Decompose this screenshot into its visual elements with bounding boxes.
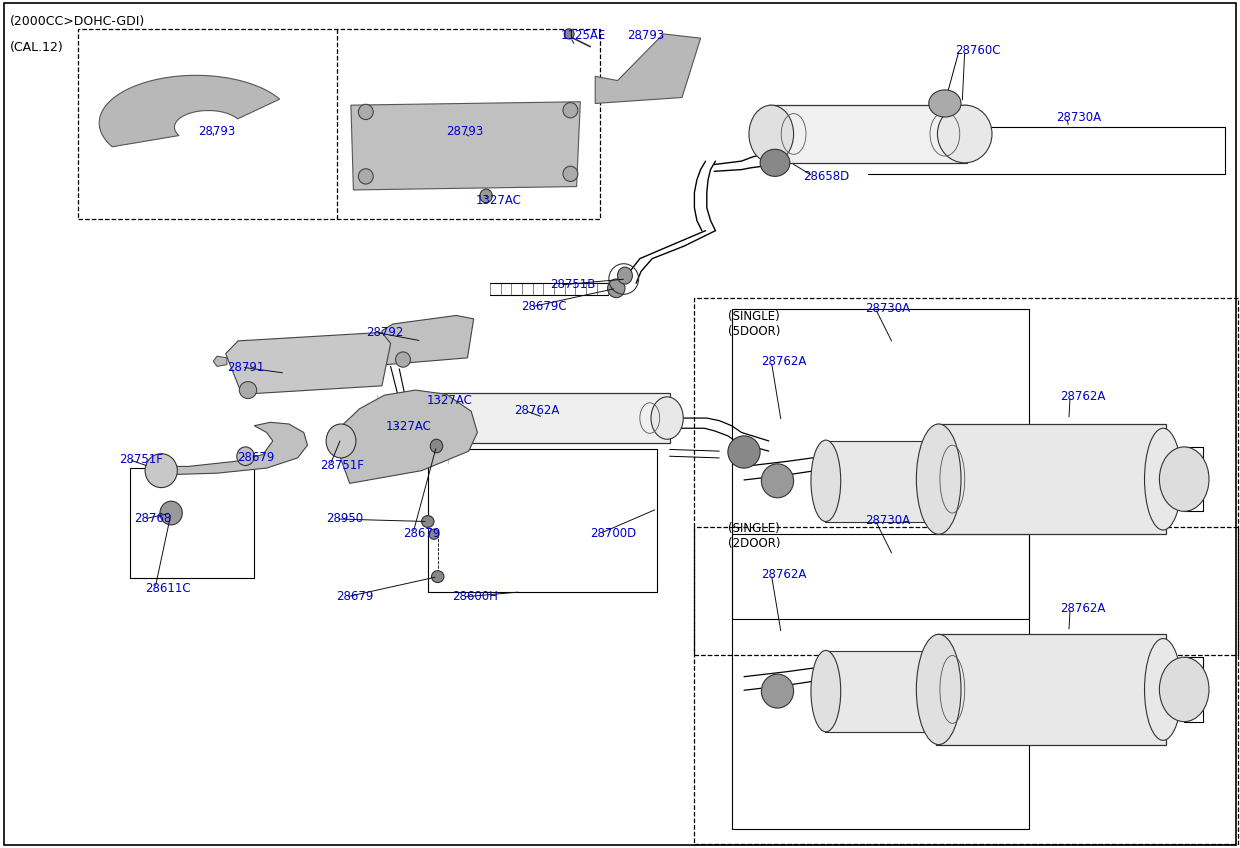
Text: 28950: 28950 bbox=[326, 512, 363, 526]
Text: (CAL.12): (CAL.12) bbox=[10, 41, 63, 53]
Ellipse shape bbox=[429, 529, 439, 539]
Text: 28760C: 28760C bbox=[955, 44, 1001, 58]
Ellipse shape bbox=[358, 169, 373, 184]
Text: 28679: 28679 bbox=[403, 527, 440, 540]
Ellipse shape bbox=[383, 393, 428, 444]
Ellipse shape bbox=[937, 105, 992, 163]
Text: 28793: 28793 bbox=[627, 29, 665, 42]
Ellipse shape bbox=[916, 424, 961, 534]
Ellipse shape bbox=[1159, 447, 1209, 511]
Bar bbox=[428, 449, 657, 592]
Ellipse shape bbox=[396, 352, 410, 367]
Bar bbox=[732, 534, 1029, 829]
Text: 28679: 28679 bbox=[237, 451, 274, 465]
Text: 28658D: 28658D bbox=[804, 170, 849, 183]
Text: 28751F: 28751F bbox=[320, 459, 363, 472]
PathPatch shape bbox=[382, 315, 474, 365]
Bar bbox=[694, 527, 1238, 844]
Text: 28762A: 28762A bbox=[761, 567, 807, 581]
Bar bbox=[825, 651, 936, 732]
Ellipse shape bbox=[237, 447, 254, 466]
Ellipse shape bbox=[1145, 639, 1182, 740]
Text: 1327AC: 1327AC bbox=[476, 193, 522, 207]
Ellipse shape bbox=[1159, 657, 1209, 722]
Text: 28793: 28793 bbox=[446, 125, 484, 138]
Ellipse shape bbox=[430, 439, 443, 453]
PathPatch shape bbox=[99, 75, 280, 147]
Text: 1327AC: 1327AC bbox=[386, 420, 432, 433]
Text: (SINGLE)
(2DOOR): (SINGLE) (2DOOR) bbox=[728, 522, 780, 550]
Text: 28751B: 28751B bbox=[551, 278, 596, 292]
Bar bbox=[936, 634, 1166, 745]
Ellipse shape bbox=[564, 29, 574, 39]
Text: 28762A: 28762A bbox=[1060, 601, 1106, 615]
Text: 28762A: 28762A bbox=[515, 404, 560, 417]
Bar bbox=[769, 105, 967, 163]
Ellipse shape bbox=[480, 189, 492, 203]
PathPatch shape bbox=[161, 422, 308, 475]
Bar bbox=[825, 441, 936, 522]
Text: 28730A: 28730A bbox=[866, 514, 910, 527]
Ellipse shape bbox=[563, 103, 578, 118]
Bar bbox=[78, 29, 600, 219]
Text: 28791: 28791 bbox=[227, 360, 264, 374]
Ellipse shape bbox=[760, 149, 790, 176]
Bar bbox=[936, 424, 1166, 534]
Ellipse shape bbox=[422, 516, 434, 527]
Ellipse shape bbox=[749, 105, 794, 163]
Text: 28700D: 28700D bbox=[590, 527, 636, 540]
Ellipse shape bbox=[761, 674, 794, 708]
Text: 28762A: 28762A bbox=[761, 354, 807, 368]
PathPatch shape bbox=[213, 356, 227, 366]
Ellipse shape bbox=[160, 501, 182, 525]
Ellipse shape bbox=[326, 424, 356, 458]
Ellipse shape bbox=[651, 397, 683, 439]
Ellipse shape bbox=[916, 634, 961, 745]
Ellipse shape bbox=[618, 267, 632, 284]
PathPatch shape bbox=[351, 102, 580, 190]
Ellipse shape bbox=[563, 166, 578, 181]
Ellipse shape bbox=[358, 104, 373, 120]
Text: 28730A: 28730A bbox=[1056, 110, 1101, 124]
Ellipse shape bbox=[929, 90, 961, 117]
PathPatch shape bbox=[226, 332, 391, 394]
Ellipse shape bbox=[145, 454, 177, 488]
Text: 28600H: 28600H bbox=[453, 590, 498, 604]
Bar bbox=[694, 298, 1238, 655]
PathPatch shape bbox=[337, 390, 477, 483]
Text: 28768: 28768 bbox=[134, 512, 171, 526]
Ellipse shape bbox=[811, 650, 841, 732]
Ellipse shape bbox=[728, 436, 760, 468]
Text: 28792: 28792 bbox=[366, 326, 403, 339]
Ellipse shape bbox=[391, 421, 403, 432]
Text: 28793: 28793 bbox=[198, 125, 236, 138]
Text: (2000CC>DOHC-GDI): (2000CC>DOHC-GDI) bbox=[10, 15, 145, 28]
Text: 1125AE: 1125AE bbox=[560, 29, 605, 42]
Ellipse shape bbox=[432, 571, 444, 583]
Bar bbox=[732, 309, 1029, 619]
Text: 28730A: 28730A bbox=[866, 302, 910, 315]
Bar bbox=[130, 468, 254, 578]
Ellipse shape bbox=[608, 279, 625, 298]
Ellipse shape bbox=[811, 440, 841, 522]
Ellipse shape bbox=[761, 464, 794, 498]
Text: 28611C: 28611C bbox=[145, 582, 191, 595]
Ellipse shape bbox=[433, 394, 445, 406]
Ellipse shape bbox=[1145, 428, 1182, 530]
Text: 28679C: 28679C bbox=[521, 300, 567, 314]
Text: (SINGLE)
(5DOOR): (SINGLE) (5DOOR) bbox=[728, 310, 780, 338]
Text: 1327AC: 1327AC bbox=[427, 393, 472, 407]
Ellipse shape bbox=[239, 382, 257, 399]
Text: 28751F: 28751F bbox=[119, 453, 162, 466]
Text: 28762A: 28762A bbox=[1060, 389, 1106, 403]
PathPatch shape bbox=[595, 34, 701, 103]
Text: 28679: 28679 bbox=[336, 590, 373, 604]
Bar bbox=[403, 393, 670, 443]
